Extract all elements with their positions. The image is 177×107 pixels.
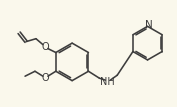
- Text: O: O: [41, 73, 49, 83]
- Text: NH: NH: [100, 77, 115, 87]
- Text: N: N: [145, 20, 152, 30]
- Text: O: O: [41, 42, 49, 52]
